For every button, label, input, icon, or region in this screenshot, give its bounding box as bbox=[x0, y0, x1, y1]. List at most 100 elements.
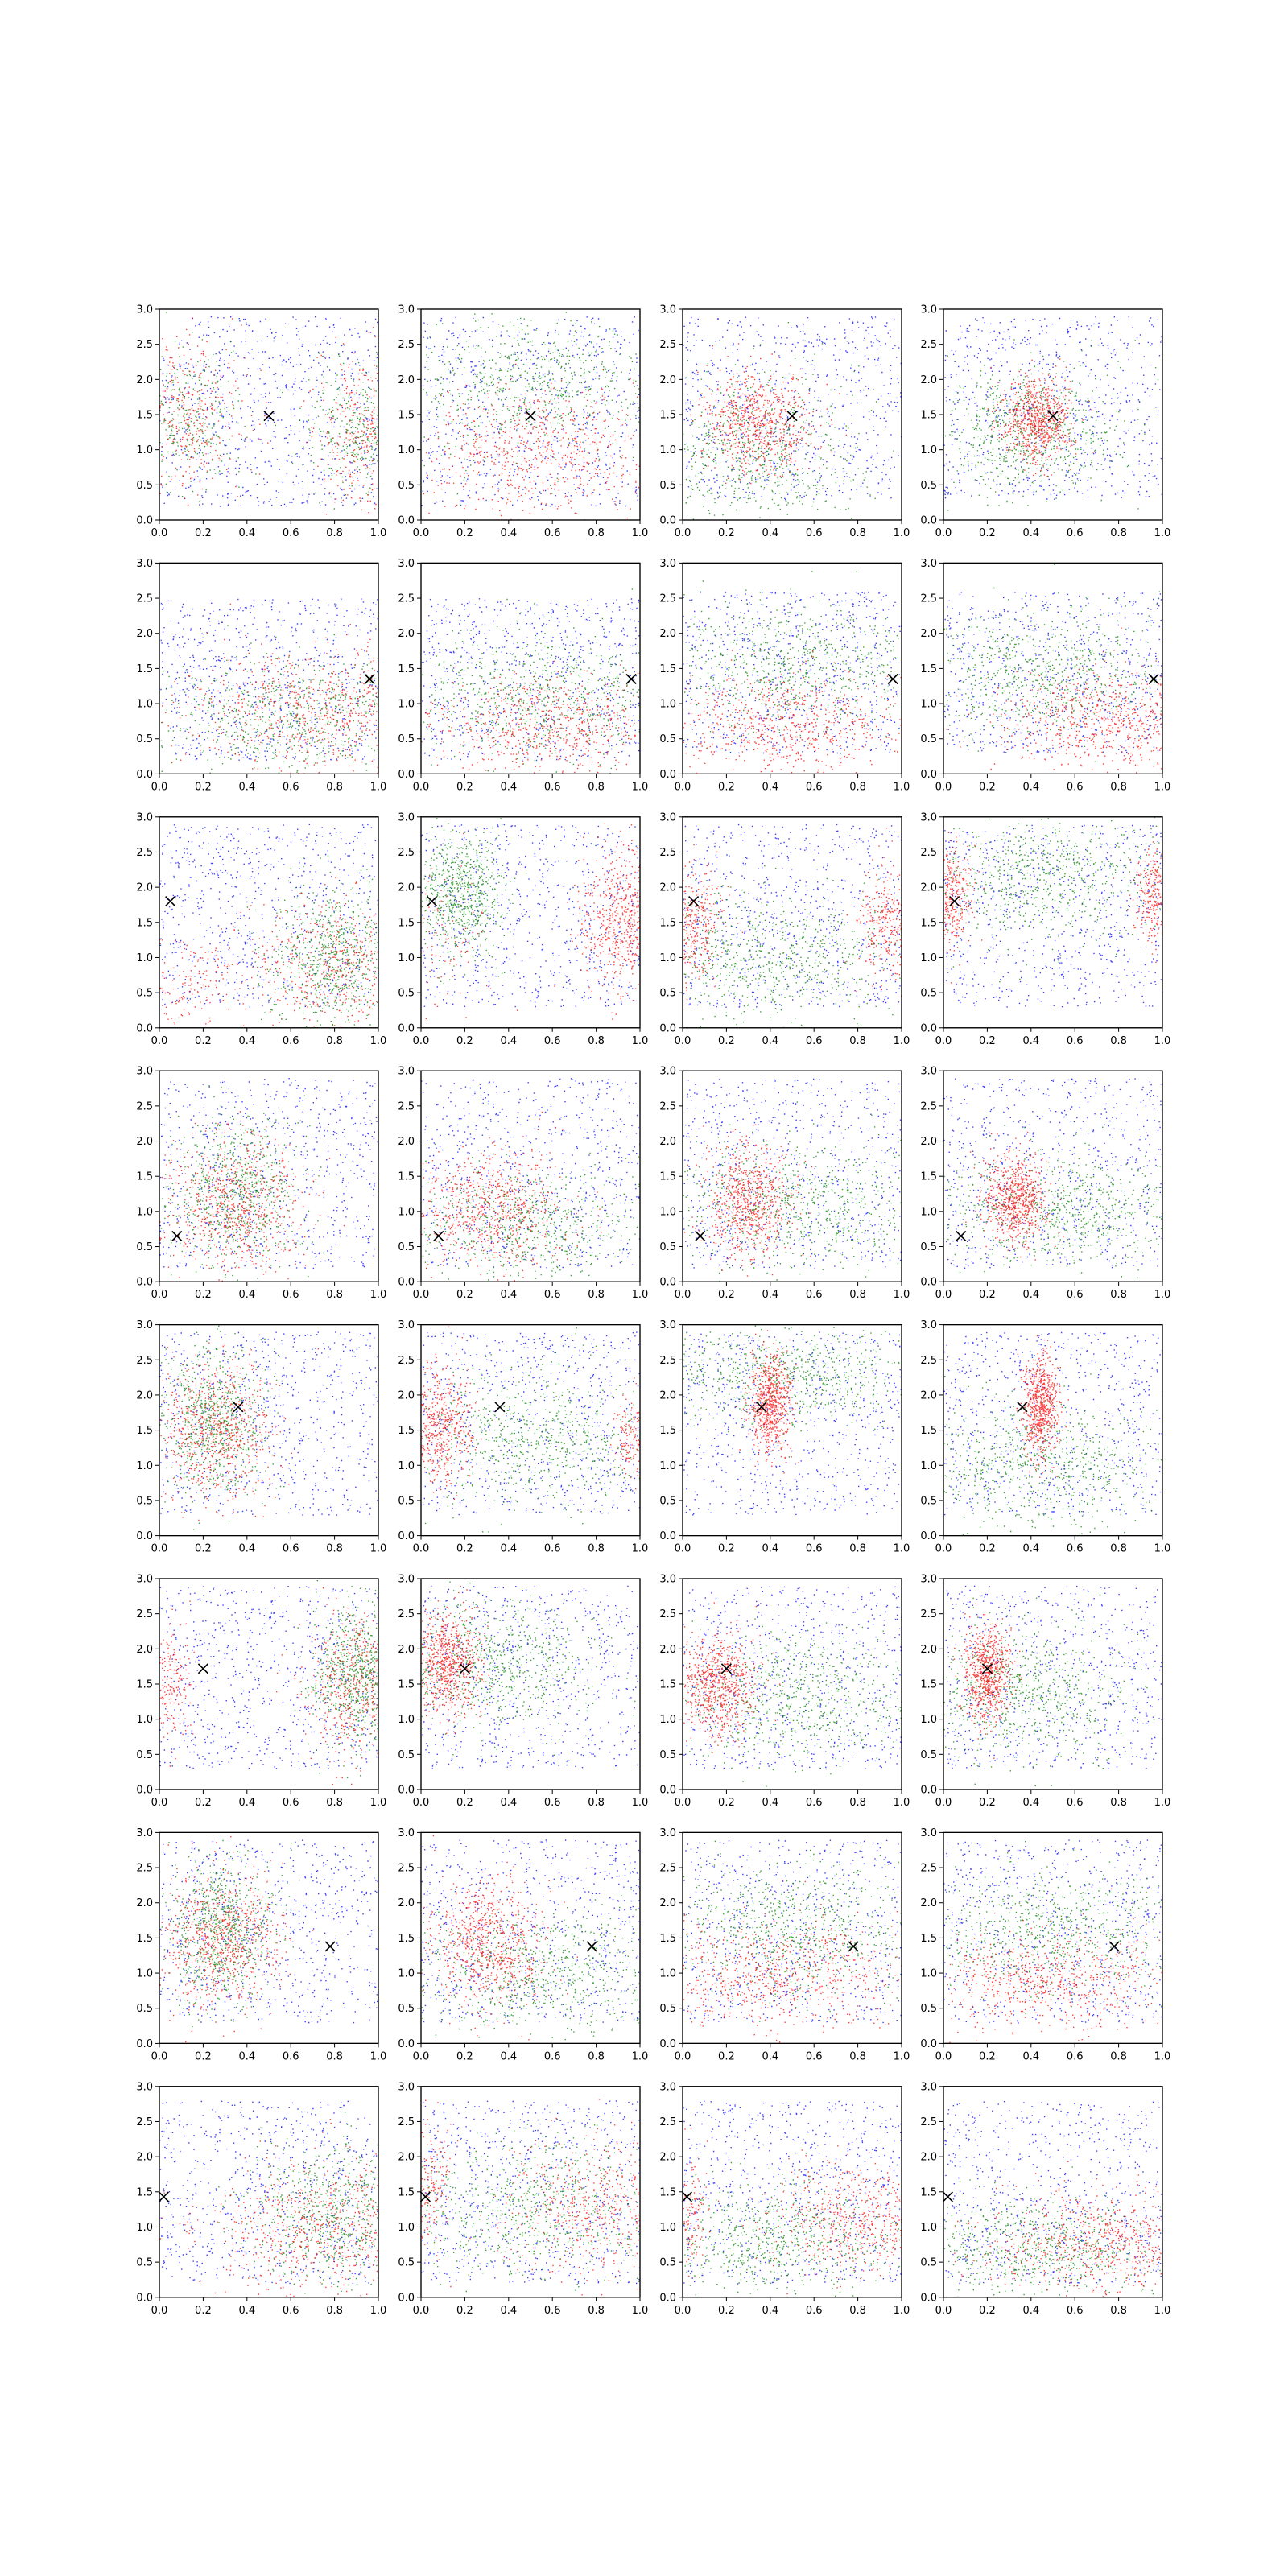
x-marker bbox=[786, 411, 798, 422]
x-marker bbox=[720, 1663, 732, 1674]
x-tick-label: 0.8 bbox=[849, 1543, 866, 1555]
x-tick-label: 0.6 bbox=[1067, 781, 1084, 793]
y-tick-label: 0.0 bbox=[920, 2292, 937, 2304]
axes-frame bbox=[682, 1323, 902, 1537]
y-tick-label: 1.5 bbox=[920, 663, 937, 675]
x-tick-label: 0.8 bbox=[1110, 1035, 1127, 1047]
y-tick-label: 0.5 bbox=[920, 988, 937, 1000]
y-tick-label: 1.5 bbox=[659, 2186, 676, 2198]
y-tick-label: 2.0 bbox=[920, 628, 937, 640]
y-tick-label: 1.5 bbox=[136, 1425, 153, 1437]
series-blue-points bbox=[943, 1331, 1162, 1516]
x-tick-label: 0.6 bbox=[1067, 2305, 1084, 2317]
y-tick-label: 1.0 bbox=[136, 1968, 153, 1980]
x-tick-label: 0.0 bbox=[675, 1543, 691, 1555]
y-tick-label: 2.0 bbox=[920, 1136, 937, 1148]
x-tick-label: 0.8 bbox=[849, 2305, 866, 2317]
y-tick-label: 1.5 bbox=[920, 1933, 937, 1945]
x-tick-label: 0.4 bbox=[1022, 1035, 1039, 1047]
x-tick-label: 1.0 bbox=[894, 2050, 910, 2062]
y-tick-label: 0.5 bbox=[920, 2257, 937, 2269]
series-green-points bbox=[943, 1125, 1162, 1278]
y-tick-label: 2.0 bbox=[136, 1389, 153, 1402]
y-tick-label: 2.5 bbox=[136, 2116, 153, 2128]
x-tick-label: 0.4 bbox=[762, 1797, 778, 1809]
x-tick-label: 0.4 bbox=[762, 781, 778, 793]
x-tick-label: 1.0 bbox=[632, 781, 649, 793]
x-tick-label: 0.8 bbox=[588, 1289, 605, 1301]
x-tick-label: 0.6 bbox=[283, 1035, 299, 1047]
scatter-points bbox=[683, 1078, 902, 1282]
x-tick-label: 0.4 bbox=[762, 1543, 778, 1555]
scatter-panel: 0.0 0.2 0.4 0.6 0.8 1.0 0.0 0.5 1.0 1.5 2.0 2.5 3.0 bbox=[659, 1827, 910, 2063]
y-tick-label: 1.0 bbox=[136, 444, 153, 456]
y-tick-label: 2.0 bbox=[920, 1897, 937, 1909]
y-tick-label: 1.0 bbox=[659, 1206, 676, 1218]
y-tick-label: 0.5 bbox=[920, 480, 937, 492]
x-tick-label: 0.4 bbox=[238, 2050, 255, 2062]
y-tick-label: 2.0 bbox=[136, 1897, 153, 1909]
x-tick-label: 0.4 bbox=[500, 1035, 517, 1047]
x-marker bbox=[949, 896, 960, 907]
x-tick-label: 0.0 bbox=[675, 2305, 691, 2317]
y-tick-label: 0.5 bbox=[136, 733, 153, 745]
y-tick-label: 0.5 bbox=[398, 1495, 415, 1507]
series-red-points bbox=[987, 358, 1094, 477]
x-tick-label: 0.0 bbox=[935, 1289, 952, 1301]
y-tick-label: 0.5 bbox=[136, 2257, 153, 2269]
x-tick-label: 1.0 bbox=[894, 2305, 910, 2317]
axes-frame bbox=[159, 816, 379, 1029]
y-tick-label: 0.0 bbox=[920, 769, 937, 781]
x-tick-label: 0.8 bbox=[1110, 781, 1127, 793]
x-tick-label: 0.2 bbox=[456, 527, 473, 539]
series-red-points bbox=[683, 1124, 813, 1277]
y-tick-label: 1.0 bbox=[920, 952, 937, 964]
x-tick-label: 0.4 bbox=[762, 1035, 778, 1047]
y-tick-label: 2.0 bbox=[398, 882, 415, 894]
x-marker bbox=[625, 673, 637, 685]
scatter-panel: 0.0 0.2 0.4 0.6 0.8 1.0 0.0 0.5 1.0 1.5 2.0 2.5 3.0 bbox=[659, 1574, 910, 1810]
y-tick-label: 2.0 bbox=[398, 2152, 415, 2164]
axes-frame bbox=[420, 1578, 641, 1790]
x-tick-label: 1.0 bbox=[1154, 527, 1171, 539]
y-tick-label: 2.5 bbox=[920, 2116, 937, 2128]
x-tick-label: 0.0 bbox=[413, 2050, 430, 2062]
x-tick-label: 0.2 bbox=[979, 1543, 996, 1555]
y-tick-label: 2.5 bbox=[136, 339, 153, 351]
y-tick-label: 0.0 bbox=[398, 2292, 415, 2304]
y-tick-label: 2.0 bbox=[398, 374, 415, 386]
x-marker bbox=[586, 1941, 597, 1952]
y-tick-label: 0.0 bbox=[136, 1530, 153, 1542]
y-tick-label: 1.5 bbox=[136, 1933, 153, 1945]
x-tick-label: 0.0 bbox=[935, 781, 952, 793]
x-tick-label: 0.0 bbox=[151, 1289, 168, 1301]
y-tick-label: 2.0 bbox=[920, 374, 937, 386]
x-tick-label: 0.8 bbox=[1110, 1543, 1127, 1555]
series-blue-points bbox=[683, 1331, 902, 1516]
x-tick-label: 0.0 bbox=[935, 527, 952, 539]
y-tick-label: 0.0 bbox=[398, 2038, 415, 2050]
series-blue-points bbox=[683, 1839, 902, 2024]
series-blue-points bbox=[683, 316, 902, 501]
y-tick-label: 0.5 bbox=[920, 1749, 937, 1761]
x-tick-label: 0.0 bbox=[151, 781, 168, 793]
x-tick-label: 0.8 bbox=[326, 1543, 343, 1555]
x-tick-label: 1.0 bbox=[1154, 1289, 1171, 1301]
x-marker bbox=[981, 1663, 993, 1674]
x-tick-label: 0.6 bbox=[544, 1797, 561, 1809]
y-tick-label: 2.0 bbox=[659, 882, 676, 894]
x-tick-label: 0.0 bbox=[935, 1035, 952, 1047]
x-tick-label: 0.6 bbox=[283, 1797, 299, 1809]
y-tick-label: 1.0 bbox=[136, 2222, 153, 2234]
y-tick-label: 0.0 bbox=[659, 1785, 676, 1797]
x-tick-label: 1.0 bbox=[1154, 2050, 1171, 2062]
scatter-points bbox=[421, 818, 640, 1020]
x-marker bbox=[681, 2191, 693, 2202]
x-tick-label: 0.0 bbox=[675, 781, 691, 793]
axes-frame bbox=[682, 562, 902, 775]
y-tick-label: 2.5 bbox=[920, 339, 937, 351]
y-tick-label: 3.0 bbox=[136, 1319, 153, 1331]
x-tick-label: 1.0 bbox=[632, 1035, 649, 1047]
x-tick-label: 0.4 bbox=[1022, 527, 1039, 539]
y-tick-label: 3.0 bbox=[920, 2081, 937, 2093]
